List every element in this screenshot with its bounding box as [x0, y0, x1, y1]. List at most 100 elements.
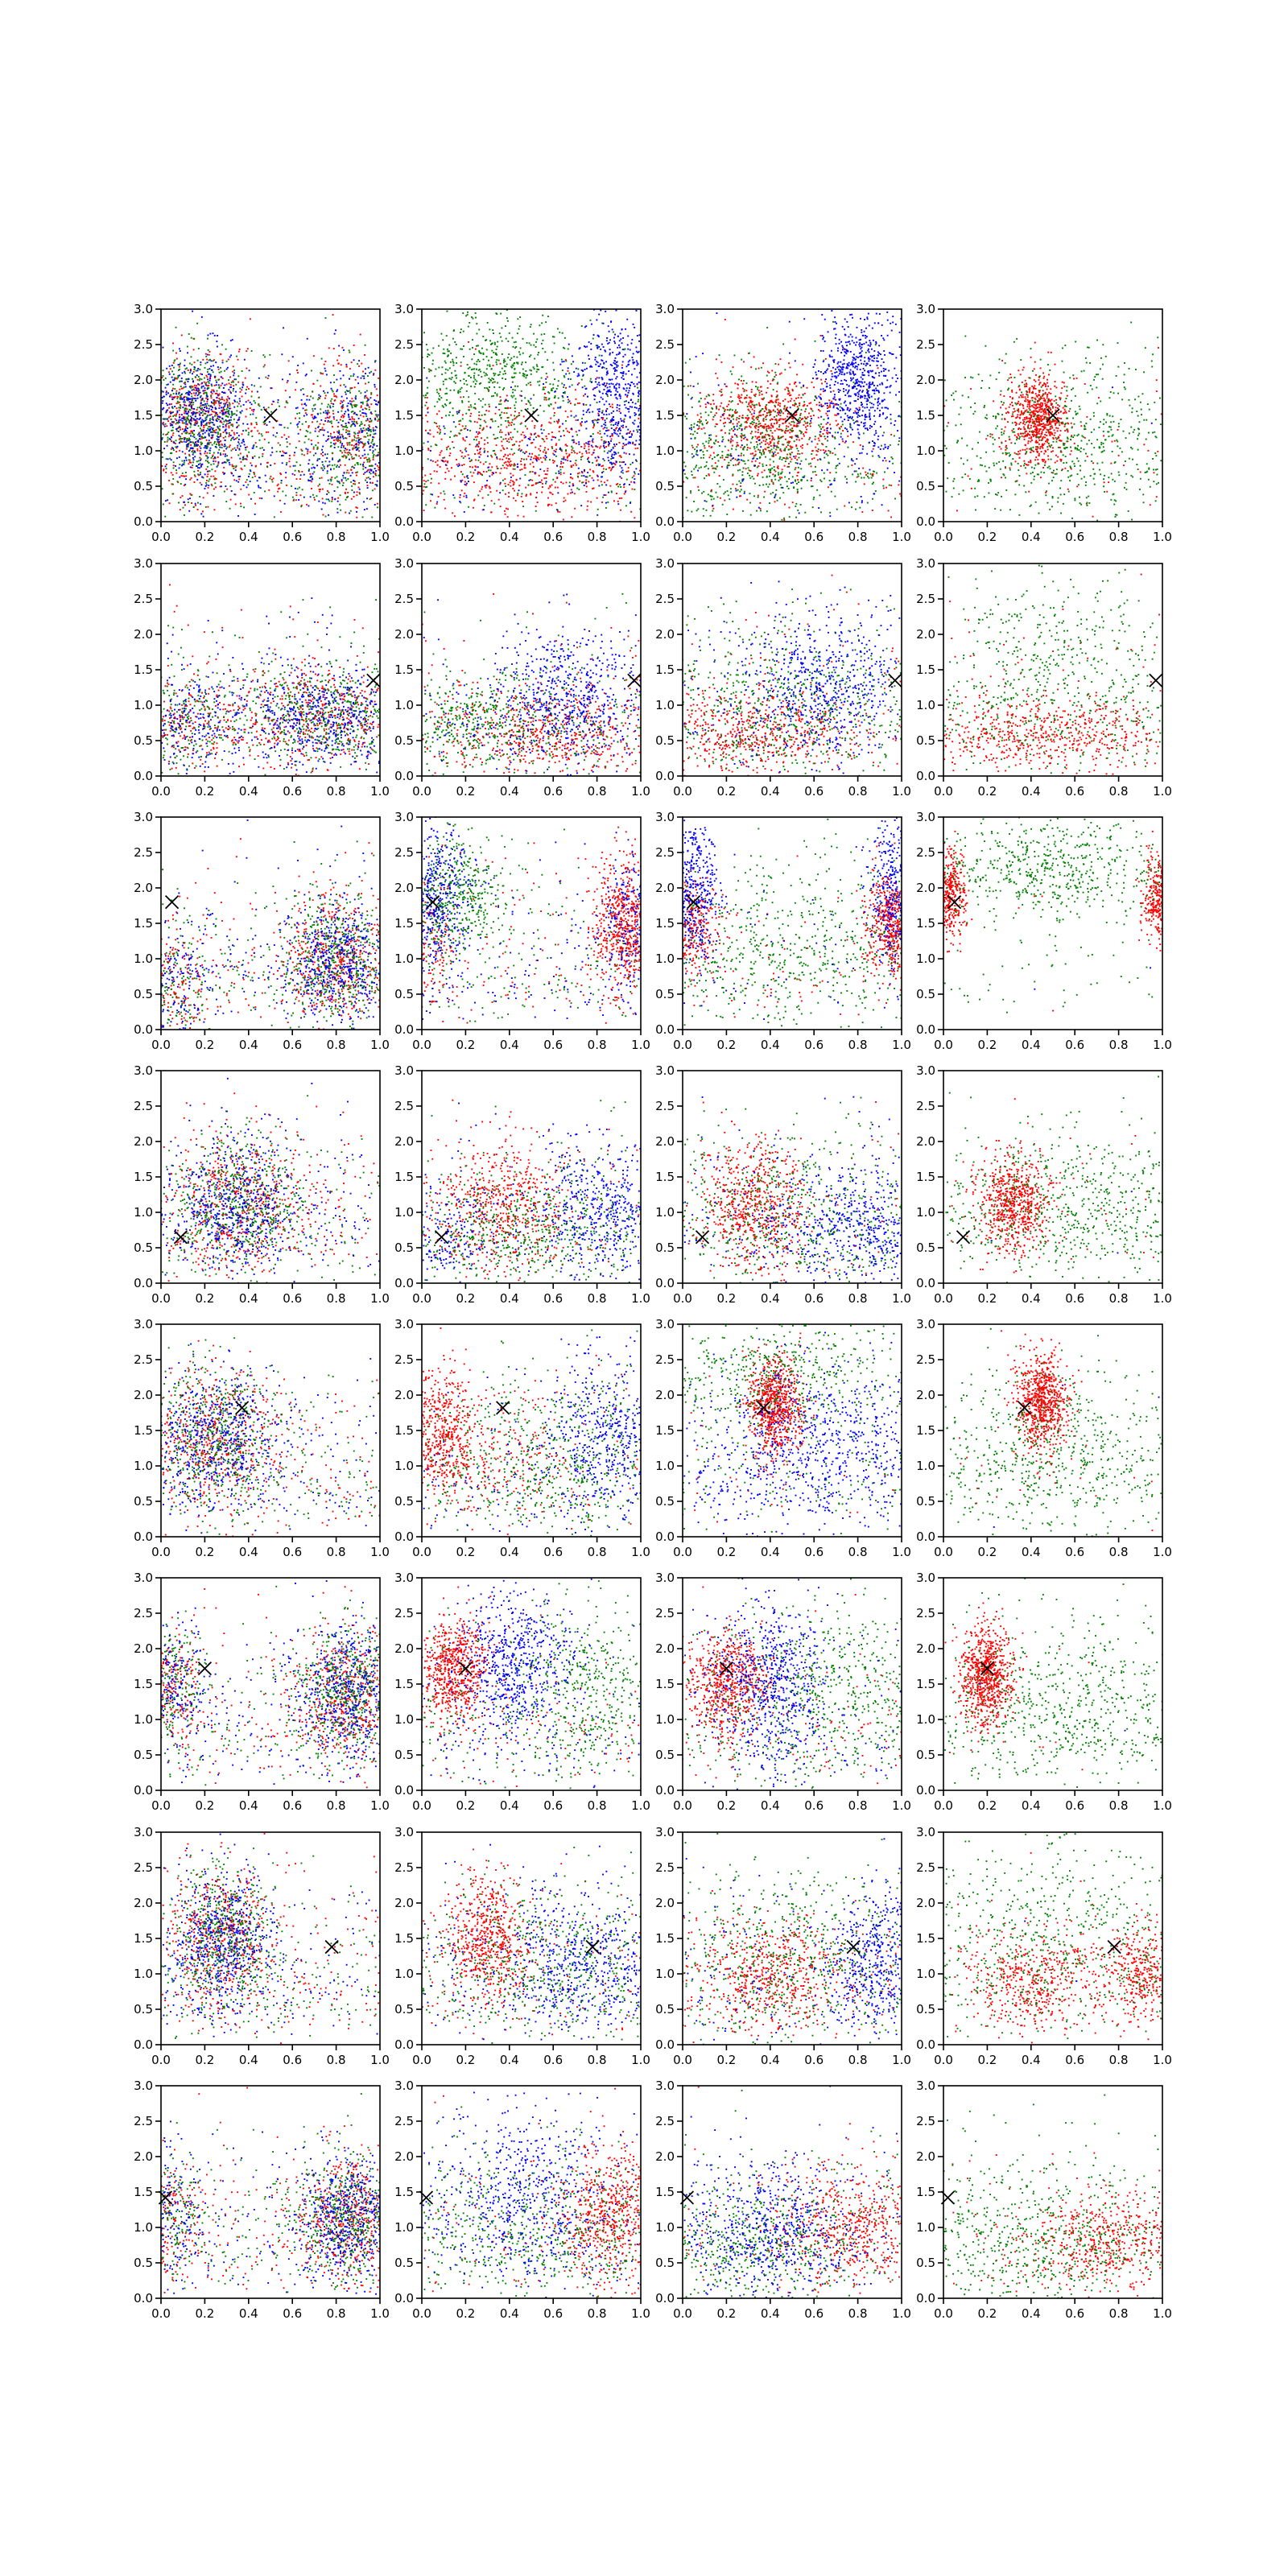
point — [336, 500, 339, 502]
point — [362, 427, 365, 429]
point — [359, 410, 361, 412]
point — [585, 452, 588, 454]
point — [261, 435, 263, 437]
point — [540, 342, 543, 345]
point — [596, 386, 598, 388]
point — [199, 391, 201, 394]
point — [618, 404, 621, 407]
point — [424, 486, 427, 489]
point — [208, 449, 211, 452]
point — [364, 344, 366, 346]
point — [241, 370, 243, 372]
point — [225, 436, 227, 438]
point — [538, 474, 540, 477]
point — [232, 390, 234, 392]
point — [326, 457, 328, 460]
point — [222, 423, 225, 425]
point — [558, 473, 560, 474]
point — [167, 404, 168, 407]
point — [193, 470, 196, 473]
point — [460, 379, 461, 382]
point — [176, 481, 179, 483]
point — [537, 456, 539, 459]
point — [603, 403, 605, 406]
point — [189, 478, 192, 481]
point — [576, 464, 577, 466]
point — [175, 419, 178, 422]
point — [771, 435, 774, 437]
point — [498, 374, 501, 376]
point — [485, 471, 488, 473]
point — [592, 446, 594, 448]
point — [623, 388, 625, 390]
point — [585, 427, 588, 430]
point — [349, 452, 351, 454]
point — [179, 427, 181, 429]
point — [365, 413, 367, 415]
point — [188, 392, 189, 394]
point — [493, 341, 496, 344]
point — [346, 405, 349, 407]
x-tick-label: 0.2 — [195, 530, 214, 544]
series-1 — [422, 309, 641, 512]
point — [448, 367, 451, 369]
point — [618, 386, 621, 389]
point — [353, 373, 355, 375]
point — [192, 378, 193, 380]
point — [524, 474, 526, 476]
point — [607, 390, 609, 391]
point — [367, 435, 369, 437]
point — [500, 468, 502, 469]
point — [186, 398, 188, 401]
point — [477, 452, 480, 455]
point — [225, 398, 228, 400]
point — [617, 422, 620, 424]
point — [349, 375, 352, 378]
point — [176, 410, 179, 412]
point — [200, 396, 201, 398]
point — [316, 379, 319, 382]
point — [378, 402, 380, 404]
point — [473, 353, 475, 355]
point — [210, 456, 213, 459]
point — [307, 431, 309, 433]
point — [208, 430, 210, 431]
point — [179, 348, 180, 350]
point — [165, 394, 167, 396]
point — [178, 365, 180, 368]
point — [490, 343, 492, 345]
point — [564, 459, 567, 461]
point — [582, 410, 584, 412]
point — [221, 407, 222, 409]
point — [286, 445, 288, 448]
point — [181, 472, 184, 474]
point — [634, 444, 636, 446]
point — [208, 385, 210, 386]
point — [206, 476, 208, 477]
point — [162, 433, 164, 436]
point — [191, 402, 192, 403]
point — [506, 516, 509, 518]
point — [587, 500, 589, 502]
point — [604, 481, 605, 484]
point — [306, 398, 308, 401]
point — [255, 417, 258, 419]
point — [460, 332, 461, 333]
point — [575, 367, 577, 369]
point — [213, 463, 215, 465]
point — [611, 420, 613, 423]
point — [457, 391, 460, 394]
point — [453, 435, 456, 437]
point — [574, 389, 576, 391]
y-tick-label: 0.5 — [394, 479, 414, 493]
point — [332, 348, 335, 349]
point — [489, 469, 492, 472]
point — [205, 407, 208, 408]
point — [373, 476, 374, 478]
point — [192, 388, 195, 390]
point — [625, 439, 627, 440]
point — [593, 398, 596, 401]
point — [460, 489, 463, 492]
point — [806, 405, 808, 407]
point — [237, 405, 239, 407]
